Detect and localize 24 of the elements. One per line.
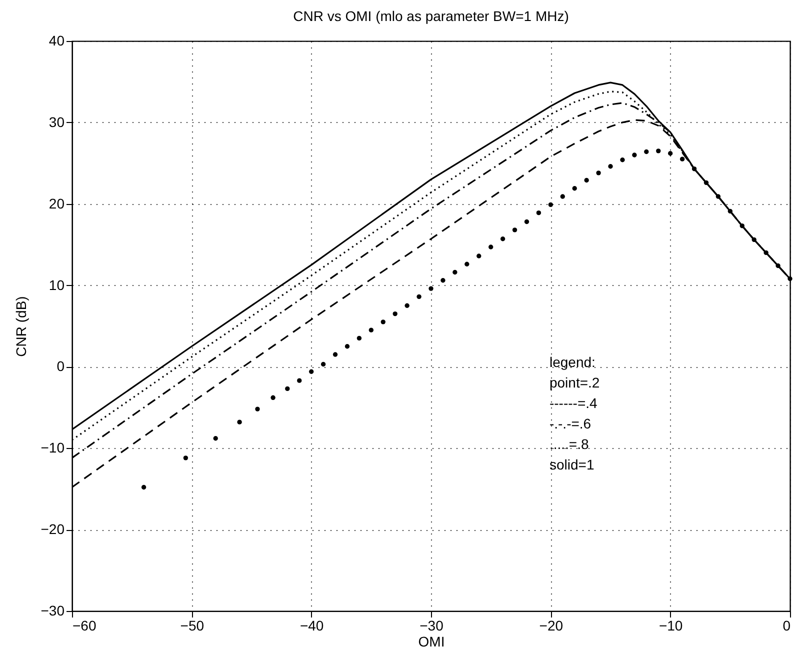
x-tick-label: −40 — [300, 618, 324, 634]
y-tick-label: 0 — [56, 358, 65, 374]
annotation: solid=1 — [549, 456, 594, 473]
y-tick-label: −20 — [40, 521, 65, 538]
y-axis-title: CNR (dB) — [12, 296, 29, 357]
x-tick-label: −60 — [72, 618, 96, 634]
y-tick-label: 10 — [48, 276, 65, 293]
y-tick-label: −30 — [40, 602, 65, 618]
y-tick-label: 30 — [48, 114, 65, 130]
annotation: ------=.4 — [549, 395, 598, 412]
x-tick-label: −50 — [180, 618, 204, 634]
x-axis-title: OMI — [418, 634, 445, 650]
chart-title: CNR vs OMI (mlo as parameter BW=1 MHz) — [293, 8, 569, 24]
x-tick-label: −10 — [658, 618, 683, 634]
x-tick-label: −30 — [420, 618, 444, 634]
y-tick-label: 20 — [48, 195, 65, 212]
y-tick-label: 40 — [48, 32, 65, 48]
annotation: point=.2 — [549, 374, 600, 391]
y-tick-label: −10 — [40, 440, 65, 456]
annotation: -.-.-=.6 — [549, 416, 592, 432]
annotation: legend: — [549, 354, 596, 370]
x-tick-label: 0 — [782, 618, 791, 634]
x-tick-label: −20 — [539, 618, 564, 634]
annotation: .....=.8 — [549, 436, 589, 452]
